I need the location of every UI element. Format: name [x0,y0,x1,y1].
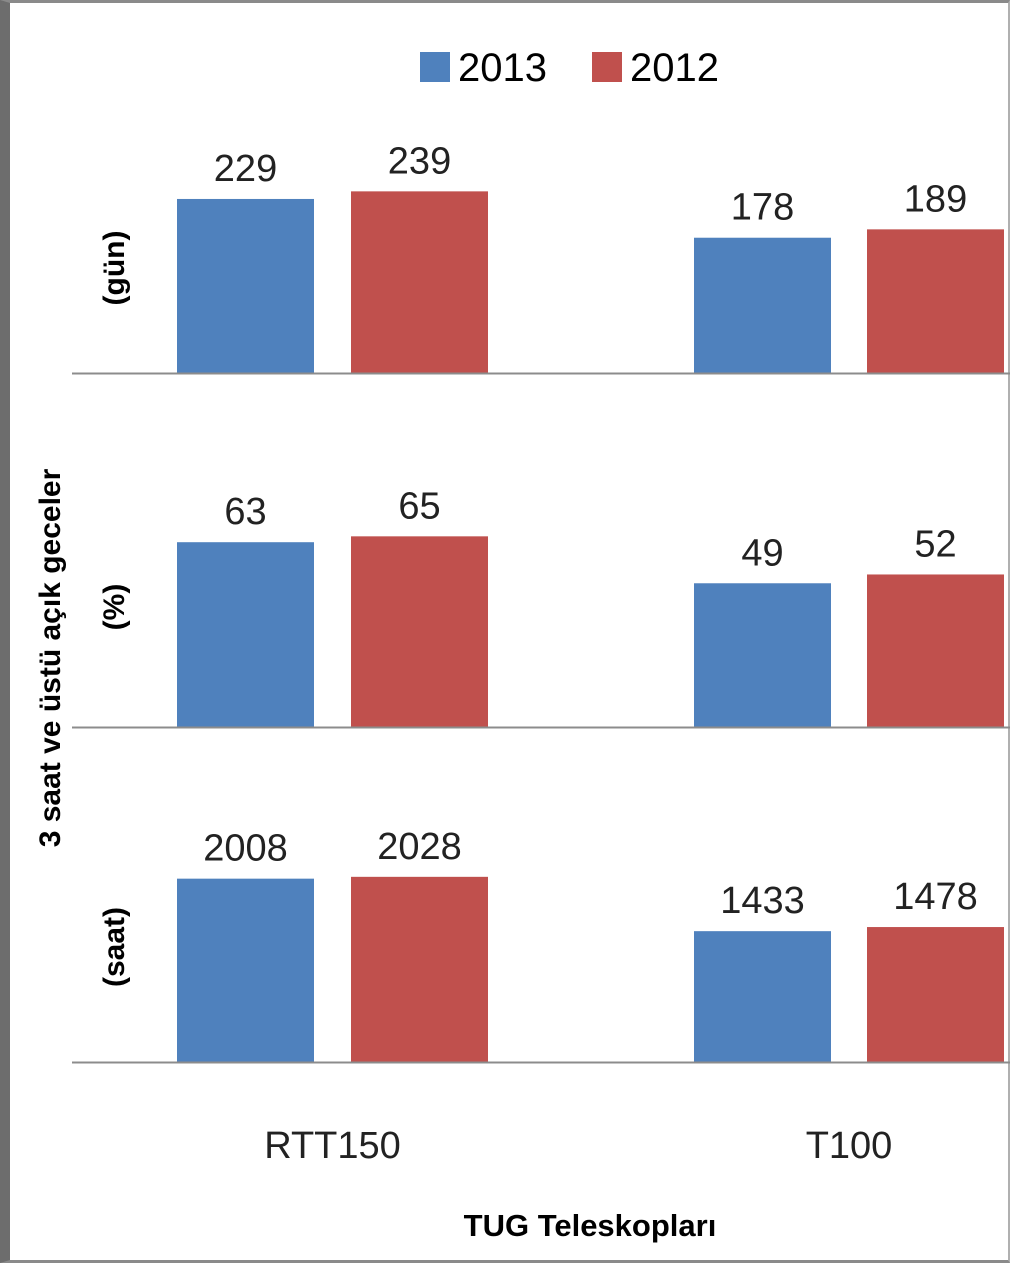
data-label-2012-RTT150-panel-2: 65 [398,485,440,527]
legend-swatch-2013 [420,52,450,82]
panel-2: 63 49 65 52 (%) [72,485,1010,729]
data-label-2013-RTT150-panel-3: 2008 [203,828,288,870]
data-label-2012-RTT150-panel-3: 2028 [377,826,462,868]
panel-unit-label-1: (gün) [98,231,131,306]
bar-2013-RTT150-panel-1 [177,198,314,373]
chart-svg: 2013 2012 229 178 239 189 (gün) 63 49 65 52 (%) 200… [34,46,1010,1243]
data-label-2013-RTT150-panel-1: 229 [214,148,277,190]
x-tick-T100: T100 [806,1125,893,1167]
data-label-2013-T100-panel-1: 178 [731,187,794,229]
bar-2012-RTT150-panel-1 [351,191,488,373]
chart-panels: 229 178 239 189 (gün) 63 49 65 52 (%) 2008 1433 2028… [72,140,1010,1064]
bar-2013-T100-panel-3 [694,931,831,1062]
bar-2013-RTT150-panel-2 [177,542,314,727]
data-label-2012-T100-panel-2: 52 [914,523,956,565]
bar-2012-T100-panel-2 [867,574,1004,727]
bar-2013-RTT150-panel-3 [177,878,314,1062]
data-label-2012-RTT150-panel-1: 239 [388,140,451,182]
y-axis-label: 3 saat ve üstü açık geceler [34,468,67,847]
bar-2012-T100-panel-3 [867,927,1004,1062]
panel-unit-label-3: (saat) [98,907,131,987]
bar-2013-T100-panel-2 [694,583,831,727]
data-label-2012-T100-panel-1: 189 [904,178,967,220]
x-tick-RTT150: RTT150 [264,1125,401,1167]
data-label-2013-T100-panel-2: 49 [741,532,783,574]
data-label-2012-T100-panel-3: 1478 [893,876,978,918]
x-axis-label: TUG Teleskopları [464,1208,717,1243]
bar-2012-T100-panel-1 [867,229,1004,373]
legend-label-2013: 2013 [458,46,547,90]
data-label-2013-T100-panel-3: 1433 [720,880,805,922]
panel-unit-label-2: (%) [98,584,131,631]
bar-2013-T100-panel-1 [694,237,831,373]
panel-1: 229 178 239 189 (gün) [72,140,1010,375]
legend-label-2012: 2012 [630,46,719,90]
legend: 2013 2012 [420,46,719,90]
bar-2012-RTT150-panel-2 [351,536,488,727]
legend-swatch-2012 [592,52,622,82]
x-tick-labels: RTT150 T100 [264,1125,892,1167]
bar-2012-RTT150-panel-3 [351,876,488,1062]
data-label-2013-RTT150-panel-2: 63 [224,491,266,533]
panel-3: 2008 1433 2028 1478 (saat) [72,826,1010,1064]
